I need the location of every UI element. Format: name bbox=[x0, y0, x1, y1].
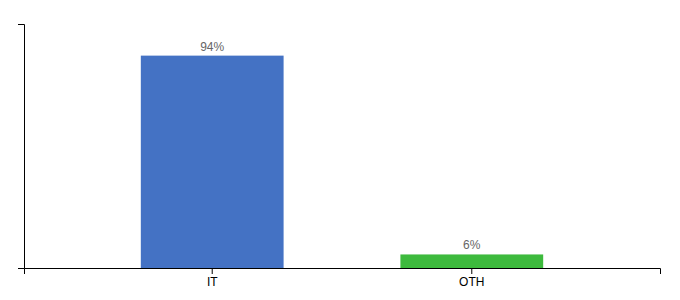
x-tick: OTH bbox=[459, 268, 484, 289]
chart: IT OTH 94% 6% bbox=[0, 0, 680, 300]
x-axis-line bbox=[25, 269, 661, 275]
data-label: 6% bbox=[463, 238, 481, 252]
x-tick-label: OTH bbox=[459, 275, 484, 289]
bar bbox=[400, 254, 543, 268]
bars bbox=[141, 56, 543, 268]
plot: IT OTH 94% 6% bbox=[18, 25, 661, 289]
x-tick-label: IT bbox=[207, 275, 218, 289]
y-axis bbox=[18, 25, 25, 269]
y-axis-line bbox=[18, 25, 25, 269]
data-labels: 94% 6% bbox=[200, 40, 481, 253]
data-label: 94% bbox=[200, 40, 224, 54]
x-tick-mark bbox=[471, 268, 472, 274]
bar bbox=[141, 56, 284, 268]
x-tick-mark bbox=[212, 268, 213, 274]
x-tick: IT bbox=[207, 268, 218, 289]
x-axis: IT OTH bbox=[25, 268, 661, 289]
